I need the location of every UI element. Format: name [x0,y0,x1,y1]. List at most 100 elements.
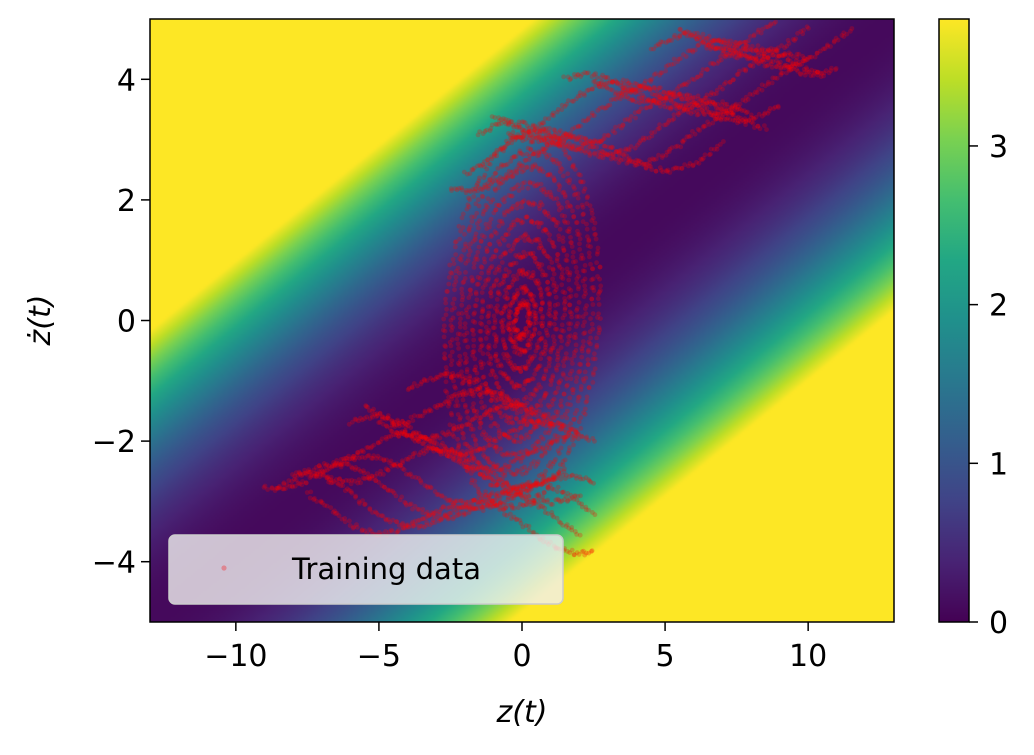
training-data-point [486,268,492,273]
training-data-point [538,287,543,293]
training-data-point [510,420,516,426]
training-data-point [535,219,540,225]
training-data-point [540,349,546,355]
training-data-point [528,417,533,422]
training-data-point [479,405,485,411]
training-data-point [514,309,520,315]
training-data-point [482,435,488,441]
training-data-point [471,337,477,343]
training-data-point [542,208,547,214]
training-data-point [517,365,523,371]
training-data-point [509,419,514,425]
training-data-point [506,327,512,333]
training-data-point [534,345,540,350]
training-data-point [540,272,545,278]
training-data-point [541,411,547,417]
training-data-point [472,310,477,316]
training-data-point [575,232,581,238]
training-data-point [555,354,561,360]
training-data-point [519,349,525,355]
training-data-point [451,502,456,508]
training-data-point [554,284,560,289]
training-data-point [580,278,586,284]
training-data-point [522,238,528,243]
training-data-point [677,92,682,97]
training-data-point [468,241,473,247]
training-data-point [574,280,579,286]
x-tick-label: 5 [656,639,675,674]
training-data-point [460,280,466,286]
training-data-point [649,167,655,173]
training-data-point [499,363,504,369]
training-data-point [579,354,585,360]
training-data-point [581,211,586,217]
training-data-point [470,328,476,333]
training-data-point [562,296,567,301]
training-data-point [494,449,500,454]
training-data-point [512,240,518,245]
training-data-point [566,295,572,300]
training-data-point [513,439,519,445]
training-data-point [518,271,524,277]
training-data-point [522,285,527,291]
training-data-point [517,148,523,154]
training-data-point [504,273,510,278]
training-data-point [669,104,675,110]
training-data-point [568,293,574,299]
training-data-point [671,116,677,122]
training-data-point [518,332,524,337]
training-data-point [467,379,473,385]
training-data-point [553,287,559,293]
training-data-point [518,435,524,441]
training-data-point [575,321,580,326]
training-data-point [505,376,511,382]
training-data-point [558,334,564,340]
training-data-point [510,299,515,305]
training-data-point [506,227,512,233]
training-data-point [525,378,530,384]
training-data-point [510,300,515,306]
training-data-point [568,402,573,408]
training-data-point [510,203,516,209]
training-data-point [518,409,524,415]
training-data-point [496,203,502,208]
training-data-point [480,211,486,217]
training-data-point [488,234,494,239]
training-data-point [511,273,516,279]
training-data-point [493,438,499,444]
training-data-point [638,106,644,111]
legend-marker [221,565,227,571]
training-data-point [504,208,510,214]
training-data-point [503,451,509,457]
training-data-point [511,384,517,390]
training-data-point [381,472,386,477]
training-data-point [467,382,472,387]
training-data-point [516,268,522,274]
training-data-point [543,227,548,233]
training-data-point [506,415,512,421]
training-data-point [491,443,496,449]
training-data-point [459,302,465,308]
training-data-point [549,402,555,408]
training-data-point [354,524,360,530]
training-data-point [471,393,476,399]
training-data-point [546,360,552,365]
colorbar-tick-label: 0 [989,606,1008,641]
training-data-point [521,168,527,173]
training-data-point [490,395,495,401]
training-data-point [571,387,576,392]
training-data-point [546,214,552,219]
training-data-point [535,439,540,444]
training-data-point [572,331,578,337]
training-data-point [573,348,579,353]
y-tick-label: 4 [117,63,136,98]
training-data-point [480,375,486,380]
training-data-point [459,215,465,221]
training-data-point [488,398,494,404]
training-data-point [492,325,497,331]
training-data-point [511,344,516,350]
training-data-point [533,313,539,319]
training-data-point [580,314,586,320]
legend-label: Training data [291,552,481,586]
